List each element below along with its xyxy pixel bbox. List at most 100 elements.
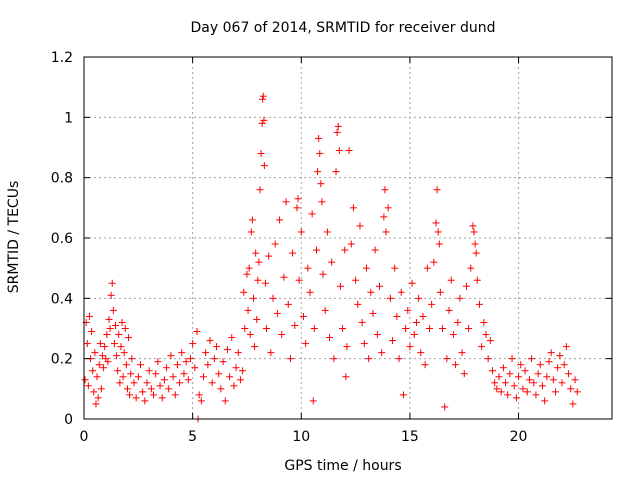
data-point	[567, 385, 575, 393]
data-point	[248, 216, 256, 224]
data-point	[230, 382, 238, 390]
data-point	[246, 331, 254, 339]
data-point	[425, 325, 433, 332]
data-point	[354, 300, 362, 308]
data-point	[558, 379, 566, 387]
data-point	[475, 300, 483, 308]
data-point	[294, 195, 302, 203]
data-point	[119, 373, 127, 381]
data-point	[254, 276, 262, 284]
data-point	[240, 288, 248, 296]
data-point	[81, 376, 89, 384]
data-point	[452, 361, 460, 369]
data-point	[439, 325, 447, 332]
data-point	[534, 370, 542, 378]
data-point	[221, 397, 229, 405]
data-point	[267, 349, 275, 357]
data-point	[182, 358, 190, 366]
data-point	[117, 343, 125, 351]
data-point	[525, 376, 533, 384]
data-point	[482, 331, 490, 339]
data-point	[176, 379, 184, 387]
data-point	[318, 198, 326, 206]
data-point	[467, 264, 475, 272]
data-point	[441, 403, 449, 411]
data-point	[547, 349, 555, 357]
data-point	[435, 240, 443, 248]
data-point	[314, 168, 322, 176]
data-point	[236, 376, 244, 384]
data-point	[241, 325, 249, 332]
data-point	[219, 358, 227, 366]
data-point	[312, 246, 320, 254]
data-point	[269, 294, 277, 302]
data-point	[521, 367, 529, 375]
data-point	[384, 204, 392, 212]
data-point	[538, 382, 546, 390]
data-point	[565, 370, 573, 378]
data-point	[515, 373, 523, 381]
data-point	[317, 180, 325, 188]
tick-marks	[83, 56, 612, 420]
data-point	[289, 249, 297, 257]
data-point	[358, 318, 366, 326]
data-point	[471, 240, 479, 248]
data-point	[362, 264, 370, 272]
data-point	[376, 282, 384, 290]
data-point	[109, 306, 117, 314]
data-point	[528, 355, 536, 363]
data-point	[397, 288, 405, 296]
data-point	[386, 294, 394, 302]
data-point	[334, 122, 342, 130]
data-point	[382, 228, 390, 236]
data-point	[217, 385, 225, 393]
data-point	[323, 228, 331, 236]
data-point	[191, 364, 199, 372]
data-point	[484, 355, 492, 363]
data-point	[310, 325, 318, 332]
data-point	[480, 318, 488, 326]
data-point	[447, 276, 455, 284]
data-point	[125, 334, 133, 342]
data-point	[417, 349, 425, 357]
data-point	[184, 376, 192, 384]
data-point	[434, 228, 442, 236]
data-point	[193, 328, 201, 336]
data-point	[472, 249, 480, 257]
data-point	[251, 343, 259, 351]
data-point	[562, 343, 570, 351]
data-point	[96, 340, 104, 348]
data-point	[345, 147, 353, 155]
data-point	[94, 394, 102, 402]
data-point	[333, 128, 341, 136]
data-point	[356, 222, 364, 230]
data-point	[436, 288, 444, 296]
data-point	[341, 246, 349, 254]
data-point	[352, 276, 360, 284]
data-point	[465, 325, 473, 332]
data-point	[195, 391, 203, 399]
data-point	[393, 312, 401, 320]
data-point	[339, 325, 347, 332]
data-point	[186, 355, 194, 363]
data-point	[108, 279, 116, 287]
data-point	[541, 397, 549, 405]
data-point	[449, 331, 457, 339]
data-point	[502, 379, 510, 387]
data-point	[430, 258, 438, 266]
data-point	[228, 334, 236, 342]
data-point	[244, 306, 252, 314]
data-point	[104, 358, 112, 366]
data-point	[213, 343, 221, 351]
data-point	[208, 379, 216, 387]
data-point	[210, 355, 218, 363]
data-point	[163, 364, 171, 372]
data-point	[556, 352, 564, 360]
data-point	[158, 394, 166, 402]
data-point	[273, 309, 281, 317]
data-point	[143, 379, 151, 387]
data-points	[81, 92, 581, 423]
data-point	[554, 364, 562, 372]
data-point	[141, 397, 149, 405]
